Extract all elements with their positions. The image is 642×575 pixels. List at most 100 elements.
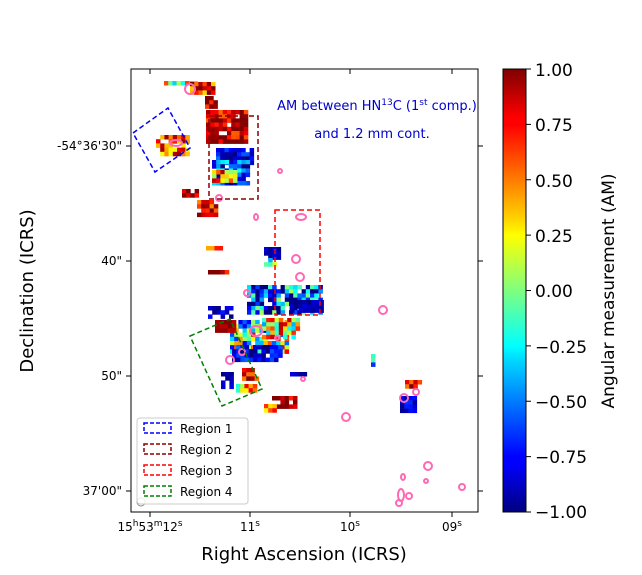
am-pixel bbox=[242, 341, 248, 346]
am-pixel bbox=[234, 341, 239, 346]
am-pixel bbox=[210, 139, 215, 144]
am-pixel bbox=[298, 308, 303, 313]
am-pixel bbox=[293, 310, 298, 315]
am-pixel bbox=[222, 110, 228, 115]
am-pixel bbox=[314, 297, 319, 303]
am-pixel bbox=[181, 143, 186, 148]
am-pixel bbox=[229, 314, 234, 319]
am-pixel bbox=[249, 148, 255, 153]
am-pixel bbox=[276, 289, 281, 294]
am-pixel bbox=[177, 151, 182, 157]
am-pixel bbox=[276, 310, 281, 315]
am-pixel bbox=[408, 396, 413, 401]
am-pixel bbox=[294, 300, 299, 305]
am-pixel bbox=[214, 126, 219, 132]
am-pixel bbox=[229, 384, 234, 390]
am-pixel bbox=[232, 156, 238, 161]
region-1 bbox=[132, 106, 191, 174]
am-pixel bbox=[216, 172, 221, 178]
am-pixel bbox=[243, 139, 249, 144]
am-pixel bbox=[280, 400, 285, 405]
am-pixel bbox=[211, 86, 216, 91]
am-pixel bbox=[239, 135, 245, 140]
am-pixel bbox=[198, 82, 203, 87]
am-pixel bbox=[164, 151, 169, 157]
am-pixel bbox=[251, 301, 256, 307]
am-pixel bbox=[216, 310, 221, 315]
contour-ring bbox=[295, 213, 307, 221]
am-pixel bbox=[228, 148, 234, 153]
am-pixel bbox=[224, 152, 229, 157]
am-pixel bbox=[259, 306, 265, 311]
contour-ring bbox=[395, 499, 403, 507]
am-pixel bbox=[227, 118, 232, 123]
am-pixel bbox=[241, 176, 246, 182]
am-pixel bbox=[278, 353, 283, 358]
am-pixel bbox=[227, 328, 233, 333]
am-pixel bbox=[290, 308, 295, 313]
am-pixel bbox=[238, 336, 243, 342]
am-pixel bbox=[177, 135, 182, 140]
contour-ring bbox=[412, 388, 420, 396]
am-pixel bbox=[214, 246, 219, 251]
am-pixel bbox=[280, 404, 285, 409]
am-pixel bbox=[227, 126, 232, 132]
am-pixel bbox=[295, 322, 301, 327]
am-pixel bbox=[302, 300, 308, 305]
am-pixel bbox=[241, 156, 246, 161]
am-pixel bbox=[400, 404, 405, 409]
am-pixel bbox=[212, 174, 217, 179]
am-pixel bbox=[248, 349, 254, 354]
am-pixel bbox=[222, 139, 228, 144]
y-tick-label-1: 40" bbox=[101, 254, 122, 268]
am-pixel bbox=[265, 357, 271, 363]
am-pixel bbox=[213, 204, 219, 209]
am-pixel bbox=[230, 336, 235, 342]
am-pixel bbox=[232, 349, 237, 354]
colorbar-label: Angular measurement (AM) bbox=[599, 173, 619, 408]
am-pixel bbox=[237, 181, 242, 186]
am-pixel bbox=[298, 300, 303, 305]
am-pixel bbox=[280, 396, 285, 401]
am-pixel bbox=[244, 388, 249, 393]
am-pixel bbox=[259, 341, 264, 346]
am-pixel bbox=[218, 110, 224, 115]
am-pixel bbox=[210, 135, 215, 140]
am-pixel bbox=[233, 174, 238, 179]
colorbar-tick-label-8: −1.00 bbox=[535, 503, 587, 523]
am-pixel bbox=[268, 262, 273, 267]
contour-ring bbox=[215, 194, 223, 202]
am-pixel bbox=[243, 135, 249, 140]
am-pixel bbox=[230, 332, 235, 338]
am-pixel bbox=[172, 81, 177, 86]
contour-ring bbox=[423, 478, 429, 484]
am-pixel bbox=[206, 122, 211, 128]
am-pixel bbox=[371, 358, 376, 363]
am-pixel bbox=[224, 181, 230, 186]
am-pixel bbox=[164, 135, 169, 140]
am-pixel bbox=[229, 376, 234, 381]
am-pixel bbox=[276, 251, 282, 256]
am-pixel bbox=[268, 285, 273, 290]
am-pixel bbox=[194, 189, 200, 194]
am-pixel bbox=[194, 82, 199, 87]
am-pixel bbox=[314, 285, 319, 290]
colorbar-tick-label-4: 0.00 bbox=[535, 282, 573, 302]
am-pixel bbox=[284, 345, 290, 350]
am-pixel bbox=[213, 208, 219, 213]
am-pixel bbox=[241, 160, 246, 165]
am-pixel bbox=[234, 336, 239, 342]
am-pixel bbox=[242, 336, 248, 342]
am-pixel bbox=[287, 326, 292, 331]
am-pixel bbox=[172, 147, 178, 153]
am-pixel bbox=[216, 170, 221, 175]
am-pixel bbox=[255, 341, 260, 346]
am-pixel bbox=[278, 330, 284, 336]
am-pixel bbox=[205, 204, 210, 209]
am-pixel bbox=[412, 408, 418, 414]
am-pixel bbox=[408, 408, 413, 414]
am-pixel bbox=[220, 170, 225, 175]
am-pixel bbox=[237, 164, 242, 169]
am-pixel bbox=[233, 164, 238, 169]
am-pixel bbox=[231, 122, 236, 128]
